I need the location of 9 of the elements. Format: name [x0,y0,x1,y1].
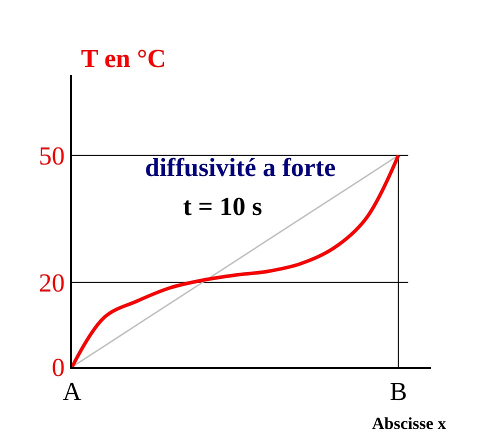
annotation: t = 10 s [183,192,262,221]
x-tick-label: A [62,377,82,406]
annotation: diffusivité a forte [145,153,336,182]
y-tick-label: 0 [52,353,65,382]
x-axis-title: Abscisse x [372,414,447,433]
y-axis-title: T en °C [81,44,166,73]
y-tick-label: 50 [38,142,65,171]
x-tick-label: B [390,377,408,406]
y-tick-label: 20 [38,268,65,298]
